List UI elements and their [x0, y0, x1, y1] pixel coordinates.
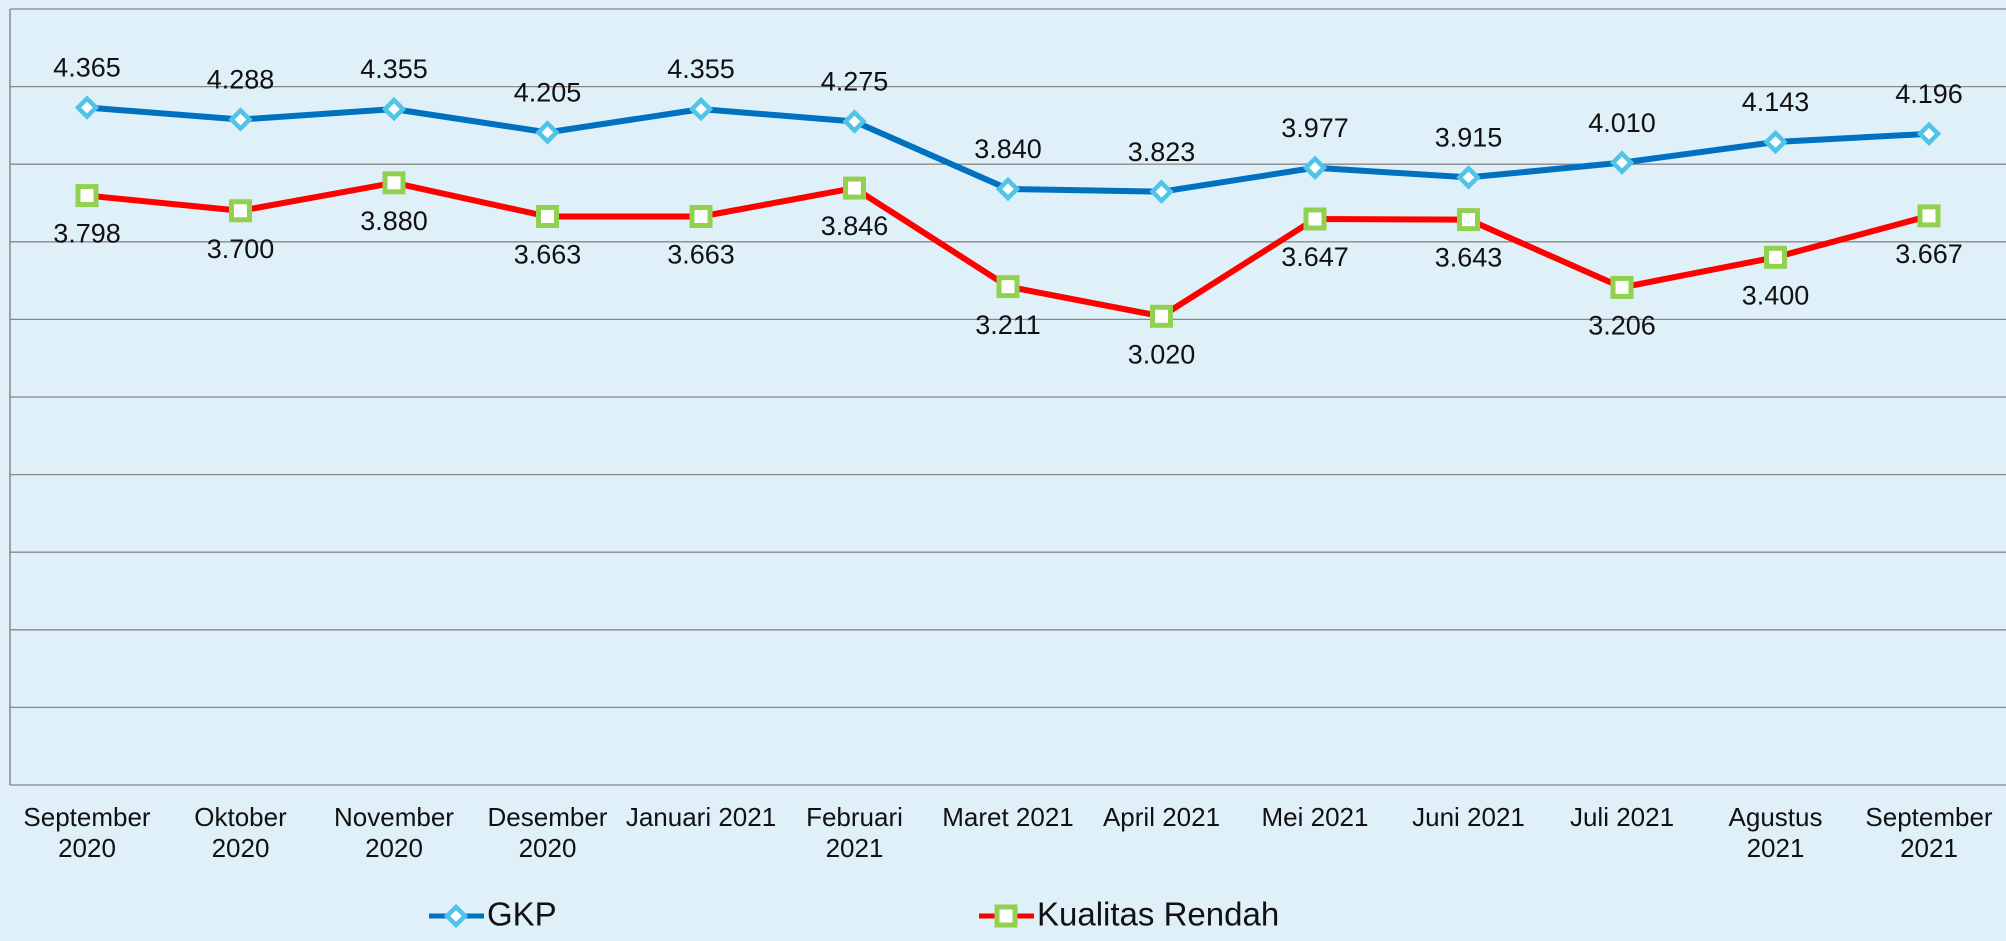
x-tick-label: September 2020 — [11, 802, 163, 864]
x-tick-label: Juni 2021 — [1393, 802, 1545, 833]
marker — [692, 208, 710, 226]
data-label: 4.365 — [53, 53, 121, 83]
x-tick-label: September 2021 — [1853, 802, 2005, 864]
marker — [1920, 125, 1938, 143]
legend-label: GKP — [487, 896, 557, 933]
data-label: 3.977 — [1281, 113, 1349, 143]
data-label: 3.020 — [1128, 339, 1196, 369]
marker — [385, 174, 403, 192]
data-label: 3.663 — [514, 240, 582, 270]
x-tick-label: Agustus 2021 — [1700, 802, 1852, 864]
data-label: 3.700 — [207, 234, 275, 264]
marker — [1767, 248, 1785, 266]
data-label: 3.840 — [974, 134, 1042, 164]
data-label: 3.915 — [1435, 123, 1503, 153]
x-tick-label: Desember 2020 — [472, 802, 624, 864]
marker — [999, 180, 1017, 198]
x-tick-label: Oktober 2020 — [165, 802, 317, 864]
x-tick-label: Mei 2021 — [1239, 802, 1391, 833]
page: {"chart_data": {"type": "line", "categor… — [0, 0, 2006, 941]
legend-label: Kualitas Rendah — [1037, 896, 1279, 933]
marker — [1767, 133, 1785, 151]
marker — [1306, 210, 1324, 228]
marker — [1613, 154, 1631, 172]
legend-marker — [447, 907, 465, 925]
legend-marker — [997, 907, 1015, 925]
x-tick-label: Juli 2021 — [1546, 802, 1698, 833]
x-tick-label: Maret 2021 — [932, 802, 1084, 833]
data-label: 3.823 — [1128, 137, 1196, 167]
marker — [1460, 211, 1478, 229]
data-label: 3.880 — [360, 206, 428, 236]
marker — [1460, 168, 1478, 186]
marker — [232, 202, 250, 220]
marker — [539, 123, 557, 141]
marker — [78, 99, 96, 117]
marker — [846, 179, 864, 197]
x-tick-label: Januari 2021 — [625, 802, 777, 833]
data-label: 4.010 — [1588, 108, 1656, 138]
marker — [1306, 159, 1324, 177]
data-label: 4.288 — [207, 65, 275, 95]
data-label: 4.355 — [360, 54, 428, 84]
chart: 4.365 4.288 4.355 4.205 4.355 4.275 3.840 3.823… — [0, 0, 2006, 941]
x-tick-label: April 2021 — [1086, 802, 1238, 833]
data-label: 3.846 — [821, 211, 889, 241]
marker — [385, 100, 403, 118]
marker — [1153, 307, 1171, 325]
marker — [846, 113, 864, 131]
marker — [692, 100, 710, 118]
data-label: 4.275 — [821, 67, 889, 97]
marker — [999, 278, 1017, 296]
data-label: 3.400 — [1742, 280, 1810, 310]
marker — [1153, 183, 1171, 201]
data-label: 3.663 — [667, 240, 735, 270]
marker — [78, 187, 96, 205]
data-label: 3.798 — [53, 219, 121, 249]
data-label: 3.211 — [975, 310, 1041, 340]
x-tick-label: Februari 2021 — [779, 802, 931, 864]
data-label: 4.143 — [1742, 87, 1810, 117]
data-label: 3.643 — [1435, 243, 1503, 273]
data-label: 3.647 — [1281, 242, 1349, 272]
data-label: 4.355 — [667, 54, 735, 84]
marker — [1920, 207, 1938, 225]
data-label: 4.196 — [1895, 79, 1963, 109]
marker — [232, 111, 250, 129]
data-label: 3.206 — [1588, 311, 1656, 341]
marker — [539, 208, 557, 226]
data-label: 4.205 — [514, 78, 582, 108]
marker — [1613, 278, 1631, 296]
data-label: 3.667 — [1895, 239, 1963, 269]
x-tick-label: November 2020 — [318, 802, 470, 864]
